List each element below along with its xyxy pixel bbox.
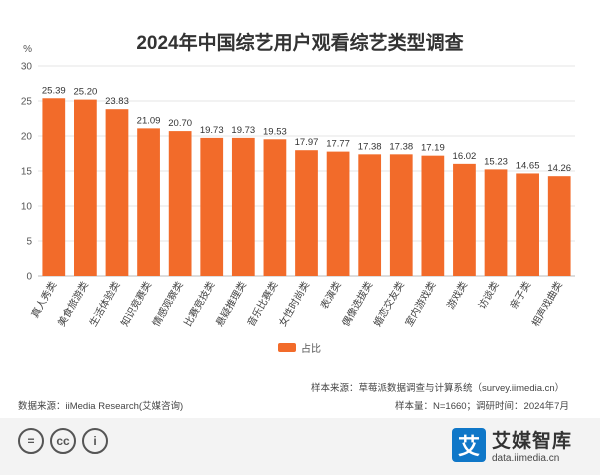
- bar: [137, 128, 160, 276]
- x-tick-label: 音乐比赛类: [244, 279, 280, 329]
- bar: [105, 109, 129, 276]
- bar-chart: 0 5 10 15 20 25 30% 25.39 真人秀类 25.20 美食旅游类 23.83 生活体…: [21, 44, 575, 329]
- y-tick-label: 30: [21, 62, 33, 73]
- x-tick-label: 女性时尚类: [276, 279, 312, 329]
- chart-legend[interactable]: 占比: [278, 340, 321, 355]
- y-tick-label: 5: [26, 237, 32, 248]
- y-tick-label: 10: [21, 202, 33, 213]
- brand-name: 艾媒智库: [492, 431, 573, 452]
- y-tick-label: 20: [21, 132, 33, 143]
- data-label: 17.19: [421, 143, 445, 154]
- bar: [484, 169, 508, 276]
- bar: [74, 99, 97, 276]
- bar: [42, 98, 66, 277]
- legend-swatch: [278, 343, 296, 352]
- data-label: 23.83: [105, 96, 129, 107]
- data-label: 20.70: [168, 118, 192, 129]
- data-label: 19.73: [231, 125, 255, 136]
- x-tick-label: 比赛竞技类: [181, 279, 217, 329]
- x-tick-label: 美食旅游类: [55, 279, 91, 329]
- x-tick-label: 室内游戏类: [402, 279, 438, 329]
- data-label: 15.23: [484, 156, 508, 167]
- y-tick-label: 0: [26, 272, 32, 283]
- bar: [231, 137, 255, 276]
- data-label: 17.97: [295, 137, 319, 148]
- cc-license-icon: cc: [50, 428, 76, 454]
- data-label: 25.39: [42, 85, 66, 96]
- x-tick-label: 亲子类: [507, 279, 533, 311]
- nd-license-icon: =: [18, 428, 44, 454]
- sample-source: 样本来源：草莓派数据调查与计算系统（survey.iimedia.cn）: [311, 383, 565, 394]
- x-tick-label: 偶像选拔类: [339, 279, 375, 329]
- x-tick-label: 相声戏曲类: [529, 279, 565, 329]
- bar: [168, 131, 192, 276]
- data-label: 14.65: [516, 160, 540, 171]
- x-tick-label: 游戏类: [444, 279, 470, 311]
- x-tick-label: 表演类: [317, 279, 343, 311]
- license-icons: = cc i: [18, 428, 108, 454]
- brand-logo-icon: 艾: [452, 428, 486, 462]
- sample-info: 样本量：N=1660；调研时间：2024年7月: [395, 401, 569, 412]
- data-label: 25.20: [73, 87, 97, 98]
- data-source: 数据来源：iiMedia Research(艾媒咨询): [18, 401, 184, 412]
- data-label: 21.09: [137, 115, 161, 126]
- bar: [421, 155, 445, 276]
- bar: [389, 154, 413, 276]
- x-tick-label: 真人秀类: [28, 279, 59, 320]
- x-tick-label: 情感观察类: [149, 279, 185, 329]
- x-tick-label: 知识竞赛类: [118, 279, 154, 329]
- legend-label: 占比: [301, 344, 321, 355]
- x-tick-label: 生活体验类: [86, 279, 122, 329]
- bar: [516, 173, 539, 276]
- footer-bar: = cc i 艾 艾媒智库 data.iimedia.cn: [0, 418, 600, 475]
- data-label: 19.73: [200, 125, 224, 136]
- chart-title: 2024年中国综艺用户观看综艺类型调查: [136, 33, 464, 54]
- bar: [358, 154, 382, 276]
- data-label: 17.38: [358, 141, 382, 152]
- data-label: 17.77: [326, 139, 350, 150]
- bar: [547, 176, 571, 276]
- x-tick-label: 访谈类: [475, 279, 501, 311]
- y-tick-label: 25: [21, 97, 33, 108]
- data-label: 17.38: [389, 141, 413, 152]
- data-label: 19.53: [263, 126, 287, 137]
- by-license-icon: i: [82, 428, 108, 454]
- bar: [295, 150, 318, 276]
- x-tick-label: 悬疑推理类: [213, 279, 249, 329]
- y-tick-label: 15: [21, 167, 33, 178]
- y-axis-unit: %: [23, 44, 32, 55]
- x-tick-label: 婚恋交友类: [371, 279, 407, 329]
- bar: [263, 139, 287, 276]
- bar: [326, 151, 350, 276]
- data-label: 16.02: [453, 151, 477, 162]
- brand-url: data.iimedia.cn: [492, 453, 560, 464]
- brand-block: 艾 艾媒智库 data.iimedia.cn: [452, 426, 572, 464]
- bar: [453, 163, 476, 276]
- bar: [200, 137, 224, 276]
- data-label: 14.26: [547, 163, 571, 174]
